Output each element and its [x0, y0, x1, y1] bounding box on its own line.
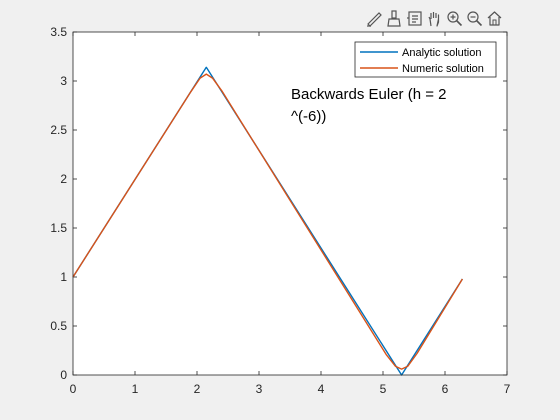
- x-tick-label: 7: [504, 382, 511, 396]
- y-tick-label: 2: [60, 172, 67, 186]
- y-tick-label: 2.5: [50, 123, 67, 137]
- legend-label: Numeric solution: [402, 63, 484, 75]
- axes-background: [73, 32, 507, 375]
- x-tick-label: 1: [132, 382, 139, 396]
- x-tick-label: 6: [442, 382, 449, 396]
- x-tick-label: 0: [70, 382, 77, 396]
- legend-label: Analytic solution: [402, 47, 482, 59]
- x-tick-label: 3: [256, 382, 263, 396]
- zoom-out-icon[interactable]: [466, 10, 483, 27]
- brush-icon[interactable]: [386, 9, 403, 27]
- x-tick-label: 2: [194, 382, 201, 396]
- legend-box: [354, 41, 497, 78]
- y-tick-label: 0: [60, 368, 67, 382]
- home-icon[interactable]: [486, 10, 503, 27]
- series-line-numeric: [72, 73, 463, 370]
- y-tick-label: 1: [60, 270, 67, 284]
- y-tick-label: 3: [60, 74, 67, 88]
- y-tick-label: 0.5: [50, 319, 67, 333]
- zoom-in-icon[interactable]: [446, 10, 463, 27]
- chart-annotation: Backwards Euler (h = 2 ^(-6)): [291, 86, 447, 125]
- figure-toolbar: [366, 9, 508, 27]
- data-tips-icon[interactable]: [406, 10, 423, 27]
- edit-plot-icon[interactable]: [366, 10, 383, 27]
- x-tick-label: 5: [380, 382, 387, 396]
- x-tick-label: 4: [318, 382, 325, 396]
- pan-hand-icon[interactable]: [426, 10, 443, 27]
- y-tick-label: 3.5: [50, 25, 67, 39]
- y-tick-label: 1.5: [50, 221, 67, 235]
- axes-box: [72, 31, 508, 376]
